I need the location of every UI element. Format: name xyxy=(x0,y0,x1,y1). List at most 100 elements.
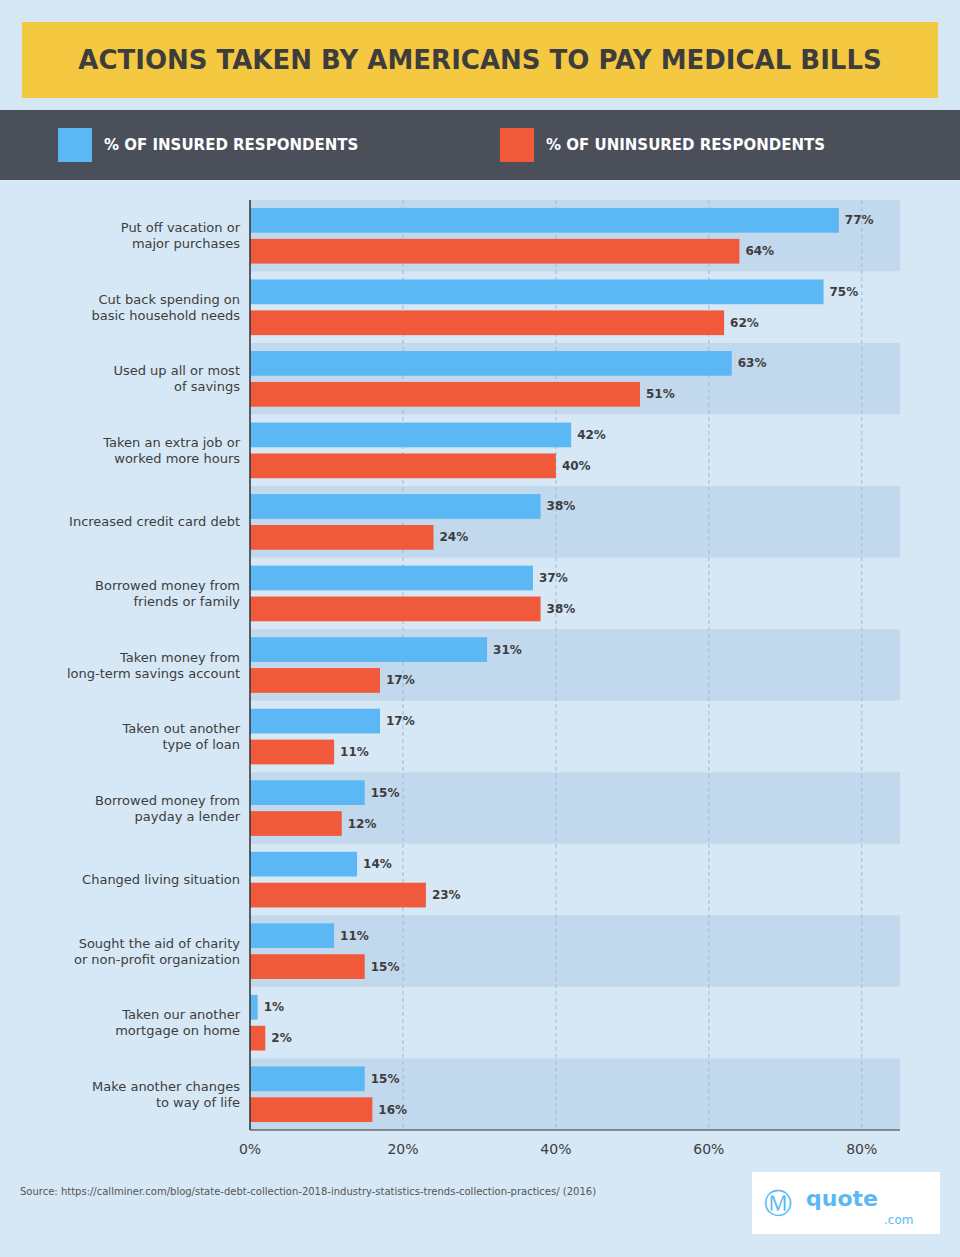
bar xyxy=(250,852,357,877)
title: ACTIONS TAKEN BY AMERICANS TO PAY MEDICA… xyxy=(78,45,881,75)
data-label: 51% xyxy=(646,387,675,401)
bar xyxy=(250,811,342,836)
data-label: 15% xyxy=(371,786,400,800)
category-label-line: payday a lender xyxy=(135,809,241,824)
category-label-line: Taken money from xyxy=(119,650,240,665)
data-label: 17% xyxy=(386,714,415,728)
data-label: 14% xyxy=(363,857,392,871)
x-tick-label: 0% xyxy=(239,1141,261,1157)
bar xyxy=(250,423,571,448)
row-band xyxy=(250,415,900,487)
legend-swatch xyxy=(58,128,92,162)
chart: ACTIONS TAKEN BY AMERICANS TO PAY MEDICA… xyxy=(0,0,960,1257)
category-label-line: Borrowed money from xyxy=(95,578,240,593)
bar xyxy=(250,453,556,478)
category-label-line: mortgage on home xyxy=(115,1023,240,1038)
bar xyxy=(250,279,824,304)
bar xyxy=(250,923,334,948)
bar xyxy=(250,239,739,264)
category-label: Borrowed money fromfriends or family xyxy=(95,578,240,609)
category-label: Used up all or mostof savings xyxy=(113,363,240,394)
category-label-line: Used up all or most xyxy=(113,363,240,378)
data-label: 42% xyxy=(577,428,606,442)
row-band xyxy=(250,772,900,844)
data-label: 12% xyxy=(348,817,377,831)
category-label-line: Taken an extra job or xyxy=(102,435,240,450)
bar xyxy=(250,382,640,407)
grid-line xyxy=(250,200,251,1130)
data-label: 2% xyxy=(271,1031,291,1045)
data-labels: 77%64%75%62%63%51%42%40%38%24%37%38%31%1… xyxy=(264,213,874,1116)
row-band xyxy=(250,1058,900,1130)
category-label: Increased credit card debt xyxy=(69,514,240,529)
data-label: 77% xyxy=(845,213,874,227)
category-label-line: Taken our another xyxy=(121,1007,240,1022)
logo-text: Ⓜ xyxy=(764,1187,792,1220)
legend-swatch xyxy=(500,128,534,162)
data-label: 11% xyxy=(340,929,369,943)
data-label: 1% xyxy=(264,1000,284,1014)
row-band xyxy=(250,200,900,272)
category-label-line: type of loan xyxy=(162,737,240,752)
category-label-line: Make another changes xyxy=(92,1079,240,1094)
category-label: Taken our anothermortgage on home xyxy=(115,1007,240,1038)
bar xyxy=(250,208,839,233)
category-label: Make another changesto way of life xyxy=(92,1079,240,1110)
row-band xyxy=(250,486,900,558)
data-label: 17% xyxy=(386,673,415,687)
data-label: 63% xyxy=(738,356,767,370)
x-tick-label: 80% xyxy=(846,1141,877,1157)
grid-line xyxy=(861,200,862,1130)
category-label: Borrowed money frompayday a lender xyxy=(95,793,241,824)
data-label: 16% xyxy=(378,1103,407,1117)
grid-line xyxy=(402,200,403,1130)
row-band xyxy=(250,272,900,344)
row-band xyxy=(250,844,900,916)
category-label: Cut back spending onbasic household need… xyxy=(91,292,240,323)
grid-line xyxy=(555,200,556,1130)
bar xyxy=(250,310,724,335)
data-label: 64% xyxy=(745,244,774,258)
category-label-line: or non-profit organization xyxy=(74,952,240,967)
x-axis-line xyxy=(250,1130,900,1131)
legend-label: % OF INSURED RESPONDENTS xyxy=(104,136,358,154)
data-label: 24% xyxy=(440,530,469,544)
title-box xyxy=(22,22,938,98)
bar xyxy=(250,525,434,550)
data-label: 15% xyxy=(371,960,400,974)
bar xyxy=(250,954,365,979)
data-label: 11% xyxy=(340,745,369,759)
data-label: 62% xyxy=(730,316,759,330)
bars xyxy=(250,208,839,1122)
data-label: 38% xyxy=(547,499,576,513)
legend-label: % OF UNINSURED RESPONDENTS xyxy=(546,136,825,154)
bar xyxy=(250,597,541,622)
row-band xyxy=(250,701,900,773)
category-label: Put off vacation ormajor purchases xyxy=(121,220,241,251)
row-band xyxy=(250,629,900,701)
data-label: 38% xyxy=(547,602,576,616)
logo-box xyxy=(752,1172,940,1234)
category-label-line: Taken out another xyxy=(122,721,241,736)
bar xyxy=(250,668,380,693)
x-tick-label: 40% xyxy=(540,1141,571,1157)
data-label: 37% xyxy=(539,571,568,585)
bar xyxy=(250,1097,372,1122)
category-label: Taken money fromlong-term savings accoun… xyxy=(67,650,240,681)
row-band xyxy=(250,558,900,630)
row-band xyxy=(250,915,900,987)
category-label-line: Borrowed money from xyxy=(95,793,240,808)
category-label: Taken an extra job orworked more hours xyxy=(102,435,240,466)
data-label: 15% xyxy=(371,1072,400,1086)
legend xyxy=(0,110,960,180)
category-label-line: to way of life xyxy=(156,1095,240,1110)
category-label: Sought the aid of charityor non-profit o… xyxy=(74,936,240,967)
category-label-line: long-term savings account xyxy=(67,666,240,681)
data-label: 40% xyxy=(562,459,591,473)
bar xyxy=(250,637,487,662)
category-label-line: basic household needs xyxy=(91,308,240,323)
data-label: 23% xyxy=(432,888,461,902)
x-tick-label: 20% xyxy=(387,1141,418,1157)
category-label-line: friends or family xyxy=(134,594,241,609)
category-label-line: Increased credit card debt xyxy=(69,514,240,529)
